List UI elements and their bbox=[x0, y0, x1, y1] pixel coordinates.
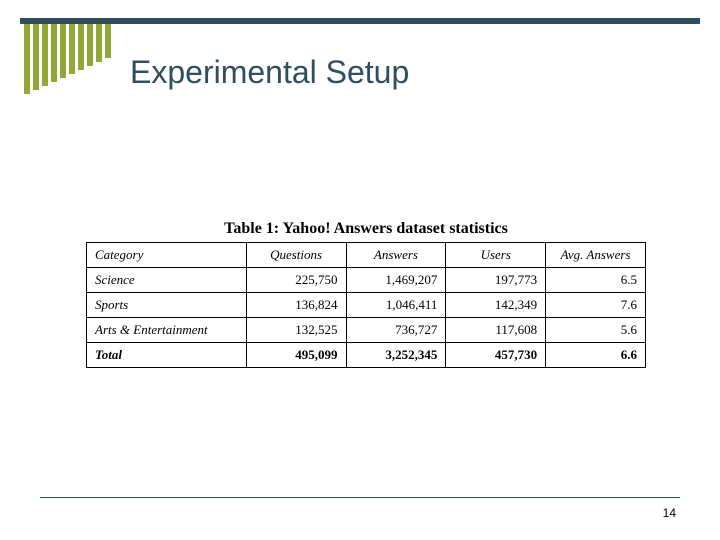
table-row: Total495,0993,252,345457,7306.6 bbox=[87, 343, 646, 368]
cell-users: 457,730 bbox=[446, 343, 546, 368]
cell-answers: 736,727 bbox=[346, 318, 446, 343]
logo-bar bbox=[105, 24, 111, 58]
logo-bar bbox=[87, 24, 93, 66]
cell-avg: 6.5 bbox=[546, 268, 646, 293]
slide-title: Experimental Setup bbox=[130, 54, 409, 91]
logo-bar bbox=[96, 24, 102, 62]
col-header-questions: Questions bbox=[246, 243, 346, 268]
cell-avg: 7.6 bbox=[546, 293, 646, 318]
logo-bar bbox=[33, 24, 39, 90]
cell-questions: 225,750 bbox=[246, 268, 346, 293]
cell-answers: 3,252,345 bbox=[346, 343, 446, 368]
cell-users: 117,608 bbox=[446, 318, 546, 343]
cell-questions: 132,525 bbox=[246, 318, 346, 343]
cell-users: 142,349 bbox=[446, 293, 546, 318]
cell-questions: 495,099 bbox=[246, 343, 346, 368]
col-header-users: Users bbox=[446, 243, 546, 268]
cell-category: Sports bbox=[87, 293, 247, 318]
logo-bar bbox=[60, 24, 66, 78]
top-accent-bar bbox=[20, 18, 700, 24]
col-header-answers: Answers bbox=[346, 243, 446, 268]
logo-bar bbox=[24, 24, 30, 94]
cell-users: 197,773 bbox=[446, 268, 546, 293]
cell-answers: 1,469,207 bbox=[346, 268, 446, 293]
cell-category: Total bbox=[87, 343, 247, 368]
col-header-category: Category bbox=[87, 243, 247, 268]
logo-bar bbox=[42, 24, 48, 86]
table-caption: Table 1: Yahoo! Answers dataset statisti… bbox=[86, 220, 646, 238]
bottom-divider bbox=[40, 497, 680, 498]
logo-bar bbox=[69, 24, 75, 74]
table-header-row: Category Questions Answers Users Avg. An… bbox=[87, 243, 646, 268]
cell-avg: 6.6 bbox=[546, 343, 646, 368]
stats-table: Category Questions Answers Users Avg. An… bbox=[86, 242, 646, 368]
cell-category: Arts & Entertainment bbox=[87, 318, 247, 343]
cell-avg: 5.6 bbox=[546, 318, 646, 343]
cell-answers: 1,046,411 bbox=[346, 293, 446, 318]
logo-bars bbox=[24, 24, 111, 94]
cell-questions: 136,824 bbox=[246, 293, 346, 318]
table-row: Sports136,8241,046,411142,3497.6 bbox=[87, 293, 646, 318]
table-row: Arts & Entertainment132,525736,727117,60… bbox=[87, 318, 646, 343]
logo-bar bbox=[78, 24, 84, 70]
logo-bar bbox=[51, 24, 57, 82]
page-number: 14 bbox=[663, 506, 676, 520]
col-header-avg: Avg. Answers bbox=[546, 243, 646, 268]
cell-category: Science bbox=[87, 268, 247, 293]
table-row: Science225,7501,469,207197,7736.5 bbox=[87, 268, 646, 293]
table-container: Table 1: Yahoo! Answers dataset statisti… bbox=[86, 220, 646, 368]
